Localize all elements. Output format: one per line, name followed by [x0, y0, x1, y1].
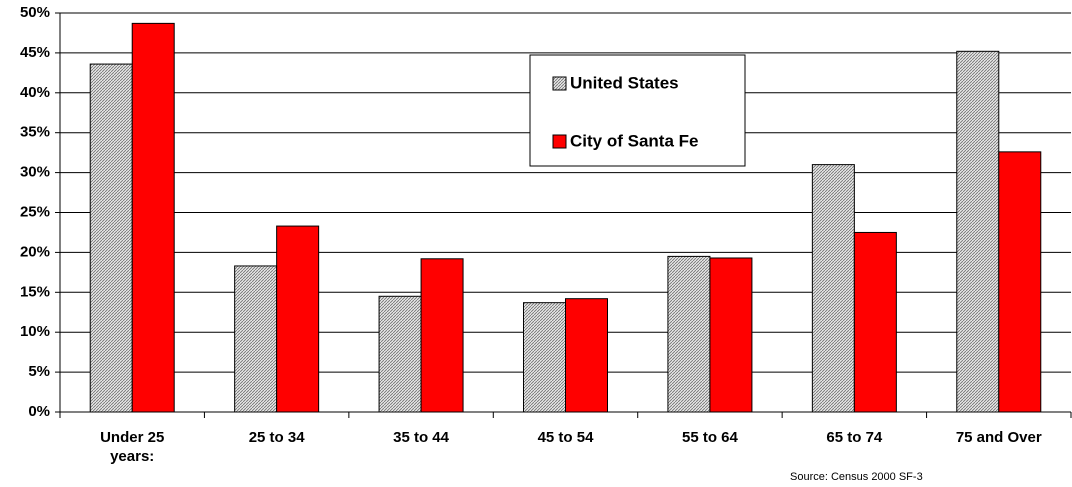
legend-label: United States	[570, 73, 679, 92]
y-tick-label: 25%	[20, 203, 50, 220]
y-tick-label: 15%	[20, 283, 50, 300]
y-tick-label: 40%	[20, 84, 50, 101]
bar	[853, 231, 897, 413]
y-tick-label: 10%	[20, 323, 50, 340]
legend-swatch	[552, 76, 567, 91]
x-tick-label: 35 to 44	[393, 429, 449, 446]
y-tick-label: 35%	[20, 124, 50, 141]
bar	[276, 225, 320, 413]
source-note: Source: Census 2000 SF-3	[790, 471, 923, 483]
bar	[378, 295, 422, 413]
bar	[811, 164, 855, 413]
y-tick-label: 20%	[20, 243, 50, 260]
x-tick-label: 55 to 64	[681, 429, 738, 446]
legend-swatch	[552, 134, 567, 149]
x-tick-label: 45 to 54	[537, 429, 594, 446]
x-tick-label: 75 and Over	[955, 429, 1042, 446]
legend-label: City of Santa Fe	[570, 131, 698, 150]
x-tick-label: 65 to 74	[826, 429, 883, 446]
y-tick-label: 0%	[28, 403, 50, 420]
y-tick-label: 45%	[20, 44, 50, 61]
y-tick-label: 5%	[28, 363, 50, 380]
bar	[420, 258, 464, 413]
x-tick-label: 25 to 34	[248, 429, 305, 446]
x-tick-label: Under 25 years:	[100, 429, 165, 465]
bar	[234, 265, 278, 413]
bar	[998, 151, 1042, 413]
y-tick-label: 30%	[20, 164, 50, 181]
bar	[89, 63, 133, 413]
bar	[709, 257, 753, 413]
bar	[565, 298, 608, 413]
bar	[956, 50, 1000, 413]
bar	[523, 302, 566, 413]
bar	[131, 22, 175, 413]
y-tick-label: 50%	[20, 4, 50, 21]
bar	[667, 255, 711, 413]
